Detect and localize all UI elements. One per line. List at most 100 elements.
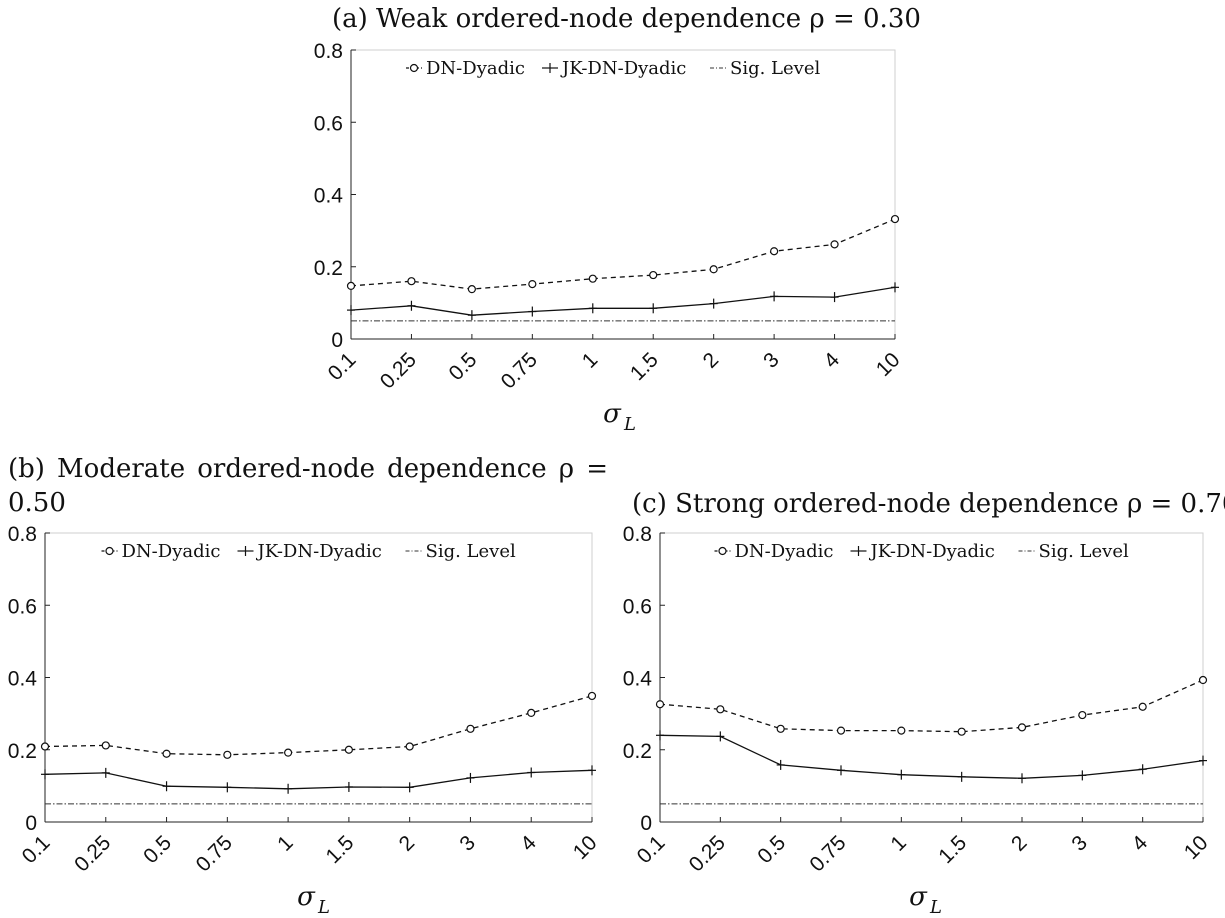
series-line-jk-dn-dyadic xyxy=(659,734,1204,779)
legend-label: JK-DN-Dyadic xyxy=(560,58,686,79)
y-tick-label: 0 xyxy=(331,329,343,352)
data-point-jk-dn-dyadic xyxy=(1138,764,1147,775)
legend-entry-dn-dyadic: DN-Dyadic xyxy=(714,541,834,562)
x-tick-label: 1.5 xyxy=(626,348,663,385)
x-tick-label: 2 xyxy=(699,348,724,373)
x-tick-label: 0.5 xyxy=(445,348,482,385)
legend-label: DN-Dyadic xyxy=(735,541,834,562)
data-point-jk-dn-dyadic xyxy=(223,782,232,793)
series-line-dn-dyadic xyxy=(44,695,593,756)
x-tick-label: 1.5 xyxy=(322,831,359,868)
x-tick-label: 3 xyxy=(455,831,480,856)
legend-label: DN-Dyadic xyxy=(122,541,221,562)
data-point-dn-dyadic xyxy=(770,247,779,256)
y-tick-label: 0.8 xyxy=(8,523,37,546)
data-point-jk-dn-dyadic xyxy=(466,772,475,783)
data-point-dn-dyadic xyxy=(587,691,597,701)
panel-a: 0 0.2 0.4 0.6 0.8 0.1 0.25 0.5 0.75 1 1.5 2 3 4 10 DN-D… xyxy=(314,40,905,435)
y-tick-label: 0.6 xyxy=(314,112,343,135)
legend-label: DN-Dyadic xyxy=(426,58,525,79)
data-point-dn-dyadic xyxy=(836,726,846,735)
data-point-jk-dn-dyadic xyxy=(1199,755,1207,766)
y-tick-label: 0 xyxy=(25,812,37,835)
series-line-jk-dn-dyadic xyxy=(350,286,896,316)
x-tick-label: 4 xyxy=(1128,831,1153,856)
y-tick-label: 0 xyxy=(640,812,652,835)
y-tick-label: 0.2 xyxy=(314,257,343,280)
panel-a-title: (a) Weak ordered-node dependence ρ = 0.3… xyxy=(332,4,921,34)
x-tick-label: 1 xyxy=(578,348,603,373)
x-tick-label: 4 xyxy=(516,831,541,856)
x-axis-label: σ xyxy=(909,882,928,912)
data-point-dn-dyadic xyxy=(776,724,785,733)
data-point-jk-dn-dyadic xyxy=(716,731,725,742)
data-point-jk-dn-dyadic xyxy=(528,306,537,317)
y-tick-label: 0.6 xyxy=(623,595,652,618)
x-tick-label: 0.1 xyxy=(18,831,55,868)
panel-b-title: (b) Moderate ordered-node dependence ρ =… xyxy=(8,454,608,518)
panel-c: 0 0.2 0.4 0.6 0.8 0.1 0.25 0.5 0.75 1 1.5 2 3 4 10 DN-D… xyxy=(623,523,1213,918)
data-point-jk-dn-dyadic xyxy=(830,292,839,303)
x-tick-label: 1.5 xyxy=(934,831,971,868)
x-axis-label: σ xyxy=(603,399,622,429)
plot-frame xyxy=(44,532,593,823)
legend-entry-jk-dn-dyadic: JK-DN-Dyadic xyxy=(237,541,382,562)
x-axis-label: σ xyxy=(297,882,316,912)
data-point-jk-dn-dyadic xyxy=(656,730,664,741)
data-point-jk-dn-dyadic xyxy=(776,759,785,770)
data-point-jk-dn-dyadic xyxy=(649,303,658,314)
x-tick-label: 0.75 xyxy=(192,831,237,876)
data-point-dn-dyadic xyxy=(407,277,416,286)
x-tick-label: 0.25 xyxy=(70,831,115,876)
legend-entry-sig-level: Sig. Level xyxy=(710,58,820,79)
series-line-dn-dyadic xyxy=(659,679,1204,733)
x-tick-label: 0.25 xyxy=(685,831,730,876)
data-point-jk-dn-dyadic xyxy=(284,783,293,794)
data-point-dn-dyadic xyxy=(716,705,725,714)
legend-label: Sig. Level xyxy=(1039,541,1129,562)
data-point-dn-dyadic xyxy=(284,748,293,757)
y-tick-label: 0.6 xyxy=(8,595,37,618)
x-tick-label: 3 xyxy=(1067,831,1092,856)
data-point-jk-dn-dyadic xyxy=(162,781,171,792)
legend-entry-jk-dn-dyadic: JK-DN-Dyadic xyxy=(850,541,995,562)
data-point-jk-dn-dyadic xyxy=(467,310,476,321)
legend-entry-dn-dyadic: DN-Dyadic xyxy=(406,58,525,79)
legend-label: JK-DN-Dyadic xyxy=(256,541,382,562)
y-tick-label: 0.8 xyxy=(314,40,343,63)
data-point-dn-dyadic xyxy=(1138,702,1147,711)
x-tick-label: 1 xyxy=(273,831,298,856)
x-tick-label: 0.1 xyxy=(324,348,361,385)
data-point-dn-dyadic xyxy=(588,274,597,283)
data-point-dn-dyadic xyxy=(405,742,414,751)
data-point-jk-dn-dyadic xyxy=(891,282,899,293)
data-point-jk-dn-dyadic xyxy=(709,298,718,309)
legend-entry-dn-dyadic: DN-Dyadic xyxy=(101,541,221,562)
panel-b: 0 0.2 0.4 0.6 0.8 0.1 0.25 0.5 0.75 1 1.5 2 3 4 10 DN-D… xyxy=(8,523,602,918)
series-line-dn-dyadic xyxy=(350,218,896,290)
legend-label: JK-DN-Dyadic xyxy=(869,541,995,562)
y-tick-label: 0.4 xyxy=(623,668,653,691)
data-point-jk-dn-dyadic xyxy=(347,305,355,316)
data-point-dn-dyadic xyxy=(467,285,476,294)
data-point-dn-dyadic xyxy=(1198,675,1208,685)
legend-entry-sig-level: Sig. Level xyxy=(405,541,516,562)
data-point-dn-dyadic xyxy=(527,708,536,718)
data-point-jk-dn-dyadic xyxy=(1078,770,1087,781)
legend-label: Sig. Level xyxy=(426,541,516,562)
legend: DN-Dyadic JK-DN-Dyadic Sig. Level xyxy=(406,58,820,79)
legend: DN-Dyadic JK-DN-Dyadic Sig. Level xyxy=(714,541,1129,562)
x-tick-label: 10 xyxy=(872,348,905,381)
data-point-jk-dn-dyadic xyxy=(1018,773,1026,784)
x-tick-label: 0.75 xyxy=(805,831,850,876)
data-point-jk-dn-dyadic xyxy=(770,291,779,302)
x-tick-label: 2 xyxy=(395,831,420,856)
data-point-dn-dyadic xyxy=(346,281,356,290)
series-line-jk-dn-dyadic xyxy=(44,769,593,790)
data-point-dn-dyadic xyxy=(830,240,839,249)
x-tick-label: 1 xyxy=(886,831,911,856)
legend-swatch-marker xyxy=(105,546,114,556)
data-point-jk-dn-dyadic xyxy=(527,767,536,778)
data-point-dn-dyadic xyxy=(162,749,171,758)
